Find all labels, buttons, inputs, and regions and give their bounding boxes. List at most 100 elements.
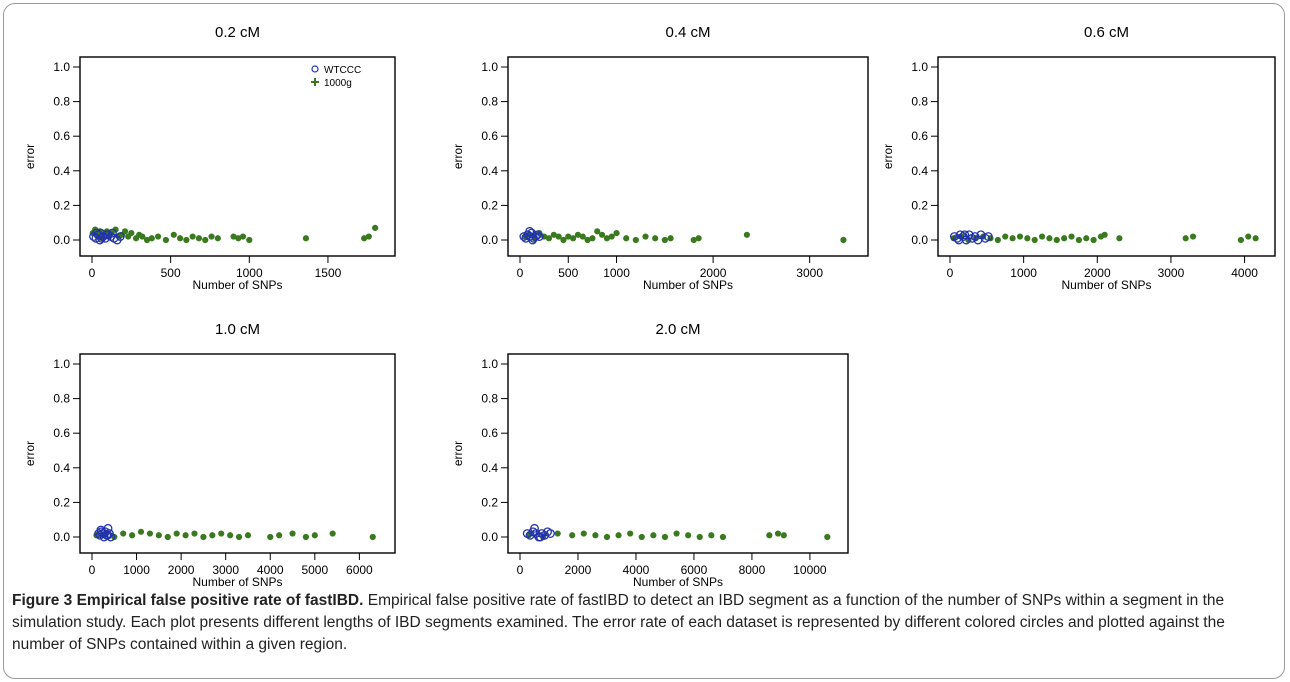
- panel-4-point-1000g-11: [191, 530, 198, 537]
- panel-5-point-1000g-17: [766, 532, 773, 539]
- panel-5-point-1000g-4: [580, 530, 587, 537]
- panel-1-point-1000g-26: [195, 235, 203, 242]
- panel-4-point-1000g-8: [164, 533, 171, 541]
- panel-5-point-1000g-10: [650, 532, 657, 539]
- panel-5-xlabel: Number of SNPs: [633, 575, 723, 589]
- panel-2-point-1000g-29: [840, 236, 847, 244]
- panel-2-point-1000g-27: [695, 235, 702, 242]
- panel-3-point-1000g-17: [1075, 236, 1082, 244]
- panel-2-point-1000g-8: [560, 236, 567, 244]
- panel-3-xtick-label-1: 1000: [1010, 266, 1037, 280]
- panel-3-point-1000g-23: [1182, 235, 1189, 242]
- panel-4-xtick-label-0: 0: [89, 563, 96, 577]
- caption-text: Empirical false positive rate of fastIBD…: [12, 592, 1225, 653]
- panel-3-point-1000g-26: [1245, 233, 1252, 240]
- panel-2-xlabel: Number of SNPs: [643, 278, 733, 292]
- panel-5-point-wtccc-9: [530, 523, 539, 533]
- panel-5-point-1000g-19: [780, 532, 787, 539]
- panel-5-ytick-label-4: 0.8: [481, 392, 498, 406]
- panel-5-point-1000g-11: [661, 533, 669, 541]
- panel-2-xtick-label-0: 0: [517, 266, 524, 280]
- panel-2-ytick-label-1: 0.2: [481, 198, 498, 212]
- panel-1-ytick-label-4: 0.8: [53, 95, 70, 109]
- panel-3-point-1000g-19: [1090, 236, 1097, 244]
- panel-4-ytick-label-2: 0.4: [53, 461, 70, 475]
- panel-1-xtick-label-3: 1500: [315, 266, 342, 280]
- panel-4-point-1000g-23: [329, 530, 336, 537]
- panel-3-point-1000g-13: [1046, 235, 1053, 242]
- panel-2-point-1000g-5: [545, 235, 553, 242]
- panel-3-point-wtccc-13: [960, 230, 970, 240]
- panel-3-point-wtccc-12: [954, 235, 964, 245]
- panel-2-xtick-label-3: 2000: [700, 266, 727, 280]
- panel-2-title: 0.4 cM: [665, 24, 710, 41]
- panel-4-point-1000g-4: [129, 532, 136, 539]
- panel-1-ytick-label-5: 1.0: [53, 60, 70, 74]
- panel-1-xtick-label-1: 500: [161, 266, 181, 280]
- panel-2-point-wtccc-8: [534, 232, 544, 241]
- panel-4-point-wtccc-12: [103, 530, 113, 540]
- panel-5-point-1000g-5: [592, 532, 599, 539]
- panel-4-point-1000g-20: [289, 530, 296, 537]
- panel-4-point-1000g-9: [173, 530, 180, 537]
- panel-1-point-1000g-29: [214, 235, 221, 242]
- panel-1-point-1000g-23: [176, 235, 184, 242]
- panel-1-xtick-label-0: 0: [89, 266, 96, 280]
- panel-1-point-1000g-37: [372, 224, 379, 231]
- panel-2-ytick-label-0: 0.0: [481, 233, 498, 247]
- panel-1-point-1000g-19: [148, 235, 155, 242]
- panel-1-point-1000g-20: [154, 233, 162, 240]
- figure-frame: [3, 3, 1285, 679]
- panel-5-ytick-label-0: 0.0: [481, 530, 498, 544]
- panel-4-point-1000g-5: [137, 528, 145, 535]
- panel-4-point-1000g-10: [182, 532, 189, 539]
- panel-4-ylabel: error: [23, 441, 37, 466]
- panel-4-point-1000g-7: [155, 532, 162, 539]
- panel-4-point-1000g-17: [244, 532, 252, 539]
- panel-2-point-1000g-19: [613, 229, 620, 237]
- panel-2-point-wtccc-9: [525, 226, 535, 236]
- panel-2-point-1000g-16: [598, 231, 606, 238]
- panel-1-title: 0.2 cM: [215, 24, 260, 41]
- panel-5-point-1000g-15: [708, 532, 715, 539]
- panel-2-frame: [507, 56, 869, 257]
- panel-1-ytick-label-2: 0.4: [53, 164, 70, 178]
- panel-1-point-1000g-27: [202, 236, 209, 244]
- panel-1-point-wtccc-14: [107, 228, 117, 238]
- panel-1-xlabel: Number of SNPs: [192, 278, 282, 292]
- panel-4-xtick-label-5: 5000: [301, 563, 328, 577]
- panel-3-point-1000g-18: [1083, 235, 1090, 242]
- panel-5-xtick-label-1: 2000: [565, 563, 592, 577]
- panel-5-title: 2.0 cM: [655, 321, 700, 338]
- panel-3-frame: [937, 56, 1276, 257]
- panel-4-point-1000g-3: [120, 530, 127, 537]
- panel-3-point-1000g-15: [1061, 235, 1068, 242]
- panel-5-point-1000g-12: [673, 530, 680, 537]
- panel-4-title: 1.0 cM: [215, 321, 260, 338]
- figure-panels: 0.2 cM 0.0 0.2 0.4 0.6 0.8 1.0 0 500 1000 1500 Numb…: [23, 24, 1276, 589]
- panel-5-frame: [507, 353, 849, 554]
- panel-2-point-1000g-18: [608, 233, 615, 240]
- panel-1-point-1000g-24: [183, 236, 190, 244]
- panel-2-xtick-label-2: 1000: [603, 266, 630, 280]
- panel-3-point-wtccc-11: [983, 232, 993, 241]
- panel-4-ytick-label-4: 0.8: [53, 392, 70, 406]
- panel-2-point-1000g-28: [743, 231, 750, 238]
- panel-4-ytick-label-1: 0.2: [53, 495, 70, 509]
- panel-3-ytick-label-2: 0.4: [911, 164, 928, 178]
- panel-4-point-1000g-16: [235, 533, 243, 541]
- panel-2-point-1000g-20: [623, 235, 630, 242]
- panel-3-xtick-label-2: 2000: [1084, 266, 1111, 280]
- panel-1-point-1000g-33: [246, 236, 253, 244]
- panel-1-frame: [79, 56, 396, 257]
- panel-3-point-1000g-27: [1252, 235, 1259, 242]
- panel-1-ytick-label-3: 0.6: [53, 129, 70, 143]
- panel-2-xtick-label-4: 3000: [796, 266, 823, 280]
- panel-5-ytick-label-5: 1.0: [481, 357, 498, 371]
- panel-5-point-1000g-16: [719, 533, 727, 541]
- panel-1-point-1000g-28: [208, 233, 215, 240]
- panel-4-xtick-label-4: 4000: [257, 563, 284, 577]
- panel-3-point-1000g-21: [1101, 231, 1108, 238]
- panel-2-point-1000g-24: [661, 236, 668, 244]
- panel-3-xtick-label-4: 4000: [1231, 266, 1258, 280]
